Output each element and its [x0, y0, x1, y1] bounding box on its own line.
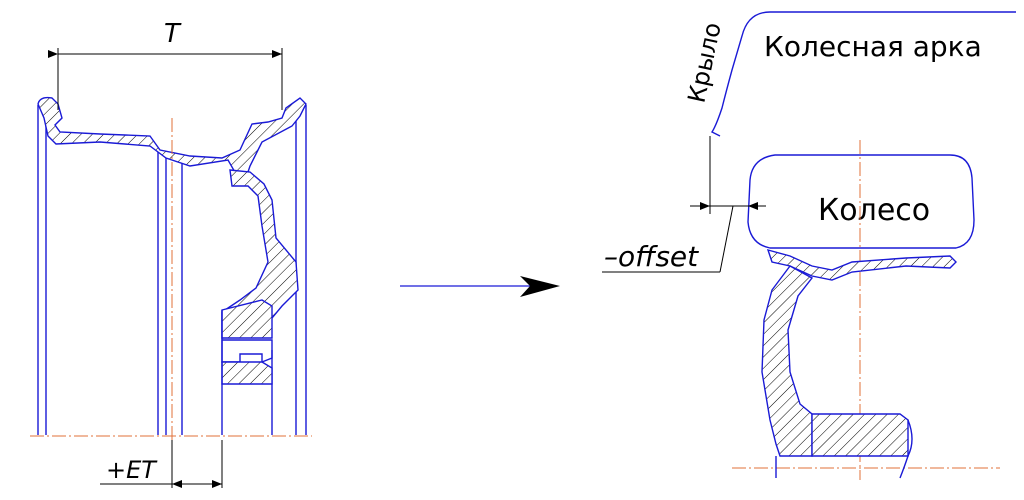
rim-profile-hatched: [37, 96, 307, 179]
right-disc-hatched: [761, 265, 814, 457]
dim-et-label: +ET: [106, 456, 158, 484]
wheel-label: Колесо: [818, 193, 930, 228]
arrow-head: [520, 276, 560, 297]
transition-arrow: [400, 276, 560, 297]
fender-arch-contour: [710, 11, 1016, 137]
wheel-arch-drawing: Крыло Колесная арка Колесо –offset: [602, 11, 1016, 480]
right-hub-block: [811, 413, 909, 457]
hub-block-lower: [221, 361, 273, 385]
offset-label: –offset: [604, 240, 699, 273]
tyre-outline: [747, 154, 975, 249]
rim-section-drawing: T +ET: [30, 19, 312, 488]
offset-leader: [719, 205, 734, 273]
arch-label: Колесная арка: [764, 30, 982, 63]
hub-block-upper: [221, 299, 273, 339]
right-rim-profile-hatched: [766, 248, 957, 281]
fender-label: Крыло: [682, 20, 726, 105]
dim-t-label: T: [164, 19, 182, 49]
bolt-hole-outline: [221, 339, 273, 364]
right-hub-face-right: [899, 419, 913, 479]
